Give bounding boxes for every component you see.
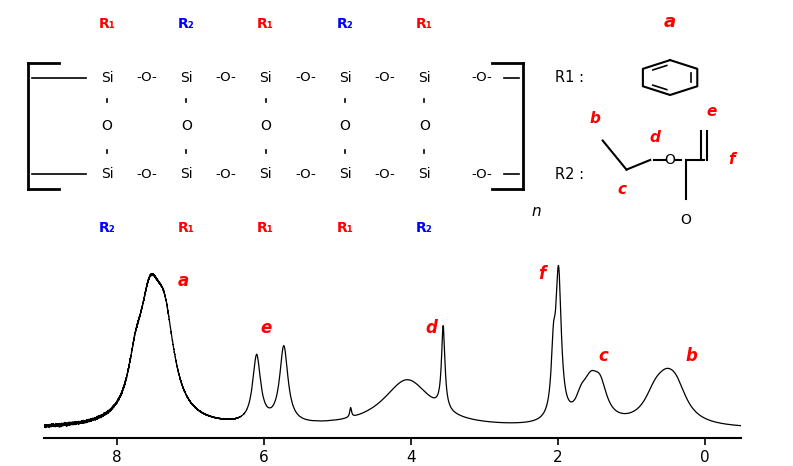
Text: Si: Si [418,70,431,84]
Text: Si: Si [339,70,351,84]
Text: Si: Si [259,167,272,181]
Text: d: d [426,319,438,336]
Text: R₁: R₁ [178,221,195,235]
Text: R2 :: R2 : [555,167,584,182]
Text: Si: Si [101,70,113,84]
Text: R₁: R₁ [336,221,354,235]
Text: e: e [261,319,272,336]
Text: R1 :: R1 : [555,70,584,85]
Text: n: n [531,204,541,219]
Text: O: O [102,119,113,133]
Text: b: b [589,111,600,126]
Text: -O-: -O- [216,71,236,84]
Text: R₂: R₂ [336,17,354,31]
Text: R₂: R₂ [416,221,433,235]
Text: c: c [617,182,626,197]
Text: R₁: R₁ [257,17,274,31]
Text: O: O [260,119,271,133]
Text: b: b [686,347,697,365]
Text: -O-: -O- [295,168,316,181]
Text: c: c [599,347,608,365]
Text: O: O [665,153,676,167]
Text: O: O [181,119,192,133]
Text: O: O [680,213,691,227]
Text: a: a [178,272,189,290]
Text: -O-: -O- [374,71,395,84]
Text: O: O [419,119,430,133]
Text: R₁: R₁ [416,17,433,31]
Text: Si: Si [101,167,113,181]
Text: -O-: -O- [295,71,316,84]
Text: Si: Si [339,167,351,181]
Text: Si: Si [180,70,193,84]
Text: -O-: -O- [374,168,395,181]
Text: -O-: -O- [472,168,492,181]
Text: Si: Si [180,167,193,181]
Text: f: f [538,265,546,283]
Text: -O-: -O- [136,71,157,84]
Text: f: f [728,152,734,167]
Text: -O-: -O- [136,168,157,181]
Text: O: O [339,119,351,133]
Text: Si: Si [259,70,272,84]
Text: R₁: R₁ [98,17,116,31]
Text: R₂: R₂ [98,221,116,235]
Text: R₁: R₁ [257,221,274,235]
Text: d: d [649,130,661,145]
Text: a: a [664,13,676,31]
Text: e: e [706,104,717,119]
Text: R₂: R₂ [178,17,195,31]
Text: -O-: -O- [472,71,492,84]
Text: -O-: -O- [216,168,236,181]
Text: Si: Si [418,167,431,181]
